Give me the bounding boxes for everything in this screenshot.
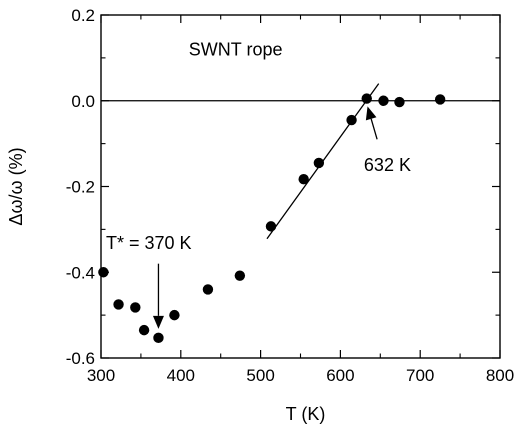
data-point — [113, 299, 124, 310]
x-tick-label: 800 — [486, 366, 514, 385]
annotations-layer — [152, 106, 378, 329]
annotation-swnt-rope: SWNT rope — [189, 39, 283, 59]
arrow-tstar-head — [152, 315, 164, 329]
x-axis-label: T (K) — [286, 404, 326, 424]
x-tick-label: 300 — [87, 366, 115, 385]
x-tick-label: 400 — [167, 366, 195, 385]
data-point — [98, 267, 109, 278]
y-tick-label: -0.2 — [66, 178, 95, 197]
y-tick-label: 0.0 — [71, 92, 95, 111]
arrow-632k-head — [365, 106, 377, 121]
plot-frame-layer — [100, 14, 501, 359]
x-tick-label: 700 — [406, 366, 434, 385]
plot-frame — [100, 14, 501, 359]
data-point — [378, 95, 389, 106]
data-point — [394, 96, 405, 108]
data-point — [169, 309, 180, 321]
tick-labels-layer: 300 400 500 600 700 800 -0.6 -0.4 -0.2 0.0 0.2 — [66, 6, 514, 385]
data-point — [361, 93, 372, 104]
y-tick-label: -0.6 — [66, 349, 95, 368]
arrow-632k-shaft — [370, 118, 378, 140]
data-point — [313, 157, 325, 169]
annotation-632k: 632 K — [364, 155, 411, 175]
y-tick-label: 0.2 — [71, 6, 95, 25]
ticks-layer — [100, 14, 501, 359]
data-point — [434, 94, 446, 105]
data-point — [138, 324, 150, 336]
y-axis-label: Δω/ω (%) — [6, 147, 26, 225]
data-point — [202, 284, 214, 295]
y-tick-label: -0.4 — [66, 263, 95, 282]
data-points-layer — [98, 93, 446, 344]
data-point — [346, 114, 357, 126]
x-tick-label: 500 — [246, 366, 274, 385]
data-point — [265, 221, 277, 232]
data-point — [234, 270, 246, 281]
data-point — [298, 174, 309, 185]
data-point — [130, 302, 141, 313]
data-point — [153, 332, 164, 344]
annotation-tstar: T* = 370 K — [106, 233, 192, 253]
x-tick-label: 600 — [326, 366, 354, 385]
